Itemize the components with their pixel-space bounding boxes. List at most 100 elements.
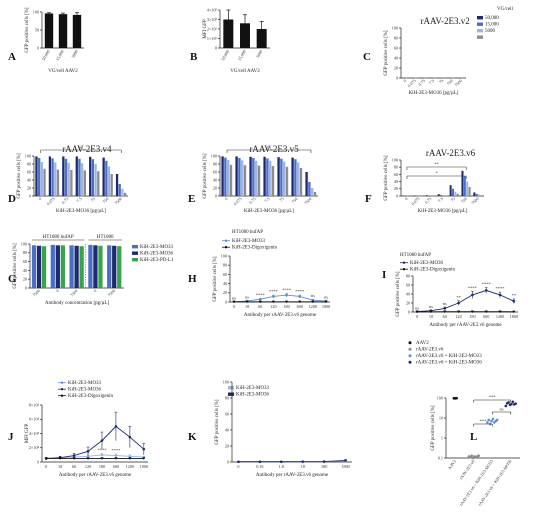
panel-I-point bbox=[457, 310, 461, 314]
panel-L-point bbox=[507, 401, 510, 404]
panel-E-ytick-label: 40 bbox=[213, 177, 217, 182]
panel-C-x-axis-label: KiH-2E3-MO36 [pg/µL] bbox=[409, 91, 459, 96]
panel-D-bar bbox=[115, 174, 119, 196]
panel-K-point bbox=[344, 459, 347, 462]
panel-D-label: D bbox=[8, 193, 16, 205]
panel-L-point bbox=[495, 418, 499, 422]
panel-H-point bbox=[271, 300, 275, 304]
panel-L-point bbox=[477, 454, 480, 458]
panel-G-legend-label: KiH-2E3-MO33 bbox=[140, 245, 174, 250]
panel-G-legend-swatch bbox=[132, 251, 138, 255]
panel-C-ytick-label: 0 bbox=[396, 75, 398, 80]
panel-C-ytick-label: 60 bbox=[394, 45, 398, 50]
panel-G-bar bbox=[117, 246, 122, 288]
panel-K-xtick-label: 0.18 bbox=[256, 464, 263, 469]
panel-L-point bbox=[487, 418, 491, 422]
panel-E-bar bbox=[285, 166, 289, 196]
panel-I-point bbox=[498, 310, 502, 314]
panel-F-xtick-label: 0 bbox=[404, 196, 409, 201]
panel-F-bar bbox=[437, 194, 440, 196]
panel-B-x-axis-label: VG/cell AAV2 bbox=[230, 69, 260, 74]
panel-E-bar bbox=[227, 160, 230, 196]
panel-I-x-axis-label: Antibody per rAAV-2E3.v6 genome bbox=[429, 323, 502, 328]
panel-L-point bbox=[504, 404, 508, 408]
panel-E-x-axis-label: KiH-2E3-MO36 [pg/µL] bbox=[244, 209, 294, 214]
panel-K-legend-label: KiH-2E3-MO33 bbox=[236, 386, 270, 391]
panel-F-ytick-label: 100 bbox=[392, 157, 398, 162]
panel-H-significance: ns bbox=[232, 296, 236, 301]
panel-L-legend-swatch bbox=[408, 341, 412, 345]
panel-J-ytick-label: 0 bbox=[37, 459, 39, 464]
panel-G-bar bbox=[93, 245, 98, 288]
panel-E-bar bbox=[263, 156, 266, 196]
panel-C-legend-swatch bbox=[477, 35, 483, 39]
panel-C-label: C bbox=[363, 51, 371, 63]
panel-H-significance: ns bbox=[324, 295, 328, 300]
panel-C-xtick-label: 75 bbox=[438, 78, 444, 84]
panel-F-x-axis-label: KiH-2E3-MO36 [pg/µL] bbox=[418, 209, 468, 214]
panel-C-legend-label: 5000 bbox=[485, 29, 496, 34]
panel-L-legend-label: rAAV-2E3.v6 bbox=[416, 348, 444, 353]
panel-J-xtick-label: 18 bbox=[58, 464, 62, 469]
panel-D-xtick-label: 75 bbox=[90, 196, 96, 202]
panel-L-xtick-label: rAAV-2E3.v6 + KiH-2E3-MO36 bbox=[477, 459, 513, 507]
panel-H-point bbox=[324, 300, 328, 304]
panel-G-x-axis-label: Antibody concentration [pg/µL] bbox=[45, 301, 110, 306]
panel-L-point bbox=[470, 454, 473, 458]
panel-H-legend-label: KiH-2E3-MO33 bbox=[232, 239, 266, 244]
panel-H-xtick-label: 600 bbox=[297, 304, 303, 309]
panel-I-point bbox=[498, 293, 502, 297]
panel-J-legend-label: KiH-2E3-MO36 bbox=[68, 388, 102, 393]
panel-J-series-line bbox=[46, 425, 145, 459]
panel-E-bar bbox=[243, 165, 247, 196]
panel-I-point bbox=[470, 310, 474, 314]
panel-C-ytick-label: 40 bbox=[394, 55, 398, 60]
panel-F-bar bbox=[454, 191, 457, 196]
panel-I-point bbox=[512, 310, 516, 314]
panel-H-ytick-label: 100 bbox=[221, 253, 227, 258]
panel-L-point bbox=[490, 419, 493, 423]
panel-F-bar bbox=[463, 176, 466, 196]
panel-K-xtick-label: 0 bbox=[237, 464, 239, 469]
panel-G-xtick-label: 7500 bbox=[32, 288, 41, 297]
panel-I-y-axis-label: GFP positive cells [%] bbox=[396, 271, 401, 317]
panel-B-ytick-label: 3×10⁵ bbox=[207, 17, 218, 22]
panel-I-significance: ns bbox=[443, 301, 447, 306]
panel-I-xtick-label: 120 bbox=[455, 314, 461, 319]
panel-C-legend-label: 15,000 bbox=[485, 23, 499, 28]
panel-J-point bbox=[114, 454, 118, 457]
panel-E-bar bbox=[297, 162, 300, 196]
panel-I-xtick-label: 60 bbox=[443, 314, 447, 319]
panel-E-significance: ns bbox=[267, 145, 271, 150]
panel-B-ytick-label: 0 bbox=[215, 45, 217, 50]
panel-I-significance: **** bbox=[496, 286, 506, 291]
panel-K-legend-swatch bbox=[228, 392, 234, 396]
panel-L-point bbox=[491, 417, 495, 421]
panel-J-point bbox=[128, 457, 132, 460]
panel-I-xtick-label: 1800 bbox=[510, 314, 518, 319]
panel-B-y-axis-label: MFI GFP bbox=[203, 19, 208, 39]
panel-E-bar bbox=[257, 165, 261, 196]
panel-K-point bbox=[279, 460, 283, 464]
panel-L-significance: *** bbox=[489, 395, 497, 400]
panel-K-xtick-label: 18 bbox=[301, 464, 305, 469]
panel-I-significance: **** bbox=[482, 282, 492, 287]
panel-D-bar bbox=[89, 156, 92, 196]
panel-F-significance: * bbox=[435, 171, 438, 176]
panel-I-point bbox=[512, 299, 516, 303]
panel-H-significance: **** bbox=[295, 289, 305, 294]
panel-A-ytick-label: 50 bbox=[35, 27, 39, 32]
panel-K-xtick-label: 1800 bbox=[341, 464, 349, 469]
panel-E-bar bbox=[249, 156, 252, 196]
panel-C-ytick-label: 20 bbox=[394, 65, 398, 70]
panel-G-ytick-label: 100 bbox=[21, 241, 27, 246]
panel-C-xtick-label: 0.075 bbox=[406, 78, 416, 88]
panel-G-y-axis-label: GFP positive cells [%] bbox=[13, 243, 18, 289]
panel-G-legend-label: KiH-2E3-MO36 bbox=[140, 252, 174, 257]
panel-A-ytick-label: 100 bbox=[33, 9, 39, 14]
panel-B-bar bbox=[223, 19, 234, 48]
panel-F-bar bbox=[425, 195, 428, 196]
panel-H-significance: **** bbox=[269, 289, 279, 294]
panel-I-legend-label: KiH-2E3-MO36 bbox=[410, 261, 444, 266]
panel-E-xtick-label: 0.75 bbox=[248, 196, 257, 205]
